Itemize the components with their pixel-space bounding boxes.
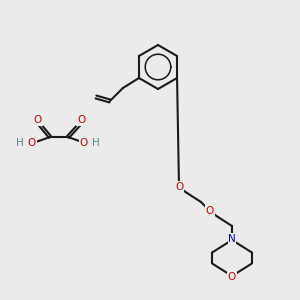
Text: N: N bbox=[228, 234, 236, 244]
Text: O: O bbox=[34, 115, 42, 125]
Text: O: O bbox=[77, 115, 85, 125]
Text: O: O bbox=[228, 272, 236, 282]
Text: O: O bbox=[206, 206, 214, 216]
Text: H: H bbox=[92, 138, 100, 148]
Text: O: O bbox=[175, 182, 183, 192]
Text: O: O bbox=[80, 138, 88, 148]
Text: H: H bbox=[16, 138, 24, 148]
Text: O: O bbox=[28, 138, 36, 148]
